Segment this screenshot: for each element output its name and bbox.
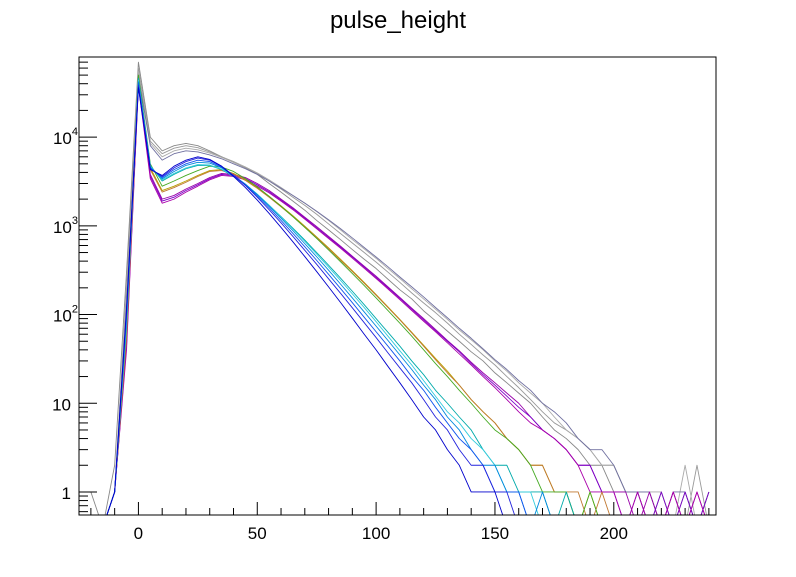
- series-line-3: [106, 70, 710, 515]
- series-line-11: [106, 77, 575, 515]
- x-tick-label: 150: [481, 524, 509, 543]
- x-tick-label: 50: [248, 524, 267, 543]
- y-tick-label: 10: [52, 395, 71, 414]
- x-axis: 0 50 100 150 200: [90, 502, 710, 543]
- series-line-4: [106, 76, 710, 515]
- series-line-16: [106, 87, 504, 515]
- x-tick-label: 100: [362, 524, 390, 543]
- series-line-7: [106, 85, 706, 515]
- series-line-13: [106, 81, 551, 515]
- x-tick-label: 200: [600, 524, 628, 543]
- y-tick-label: 102: [53, 304, 78, 326]
- chart-title: pulse_height: [330, 7, 466, 34]
- y-tick-label: 1: [62, 484, 71, 503]
- series-line-10: [106, 74, 599, 515]
- series-line-12: [106, 79, 539, 515]
- series-line-14: [106, 83, 527, 515]
- x-tick-label: 0: [134, 524, 143, 543]
- plot-frame: [78, 56, 717, 516]
- series-line-9: [106, 80, 611, 515]
- series-line-15: [106, 85, 516, 515]
- y-axis: 1 10 102 103 104: [52, 56, 97, 513]
- y-tick-label: 104: [53, 126, 78, 148]
- series-layer: [90, 61, 710, 515]
- series-line-6: [106, 83, 710, 515]
- y-tick-label: 103: [53, 215, 78, 237]
- series-line-1: [90, 61, 710, 515]
